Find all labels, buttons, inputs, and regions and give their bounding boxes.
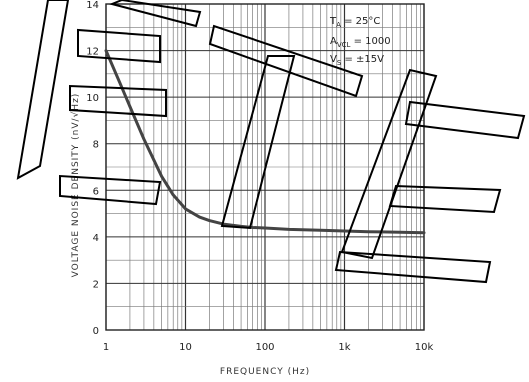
overlay-shape bbox=[220, 55, 296, 230]
y-tick-label: 14 bbox=[86, 0, 99, 11]
overlay-shape bbox=[69, 84, 167, 118]
overlay-shape bbox=[108, 0, 202, 28]
tick-labels: 0 2 4 6 8 10 12 14 1 10 100 1k 10k bbox=[86, 0, 433, 353]
x-axis-label: FREQUENCY (Hz) bbox=[220, 367, 310, 377]
overlay-shape bbox=[340, 68, 438, 260]
x-tick-label: 10 bbox=[179, 342, 192, 353]
x-tick-label: 100 bbox=[255, 342, 274, 353]
condition-supply: VS = ±15V bbox=[330, 54, 384, 67]
condition-gain: AVCL = 1000 bbox=[330, 36, 391, 49]
overlay-shapes bbox=[16, 0, 526, 284]
condition-temperature: TA = 25°C bbox=[329, 16, 380, 29]
overlay-shape bbox=[334, 250, 492, 284]
y-axis-label: VOLTAGE NOISE DENSITY (nV/√Hz) bbox=[70, 93, 81, 278]
overlay-shape bbox=[388, 184, 502, 214]
test-conditions: TA = 25°C AVCL = 1000 VS = ±15V bbox=[329, 16, 391, 67]
y-tick-label: 10 bbox=[86, 93, 99, 104]
overlay-shape bbox=[404, 100, 526, 140]
plot-frame bbox=[105, 3, 425, 331]
y-tick-label: 4 bbox=[93, 233, 99, 244]
y-tick-label: 12 bbox=[86, 47, 99, 58]
y-tick-label: 0 bbox=[93, 326, 99, 337]
overlay-shape bbox=[77, 28, 161, 64]
overlay-shape bbox=[59, 174, 162, 206]
x-tick-label: 10k bbox=[415, 342, 434, 353]
x-tick-label: 1 bbox=[103, 342, 109, 353]
y-tick-label: 2 bbox=[93, 279, 99, 290]
overlay-shape bbox=[16, 0, 70, 180]
x-tick-label: 1k bbox=[338, 342, 350, 353]
plot-border bbox=[105, 3, 425, 331]
y-tick-label: 6 bbox=[93, 186, 99, 197]
y-tick-label: 8 bbox=[93, 140, 99, 151]
overlay-shape bbox=[208, 24, 364, 98]
